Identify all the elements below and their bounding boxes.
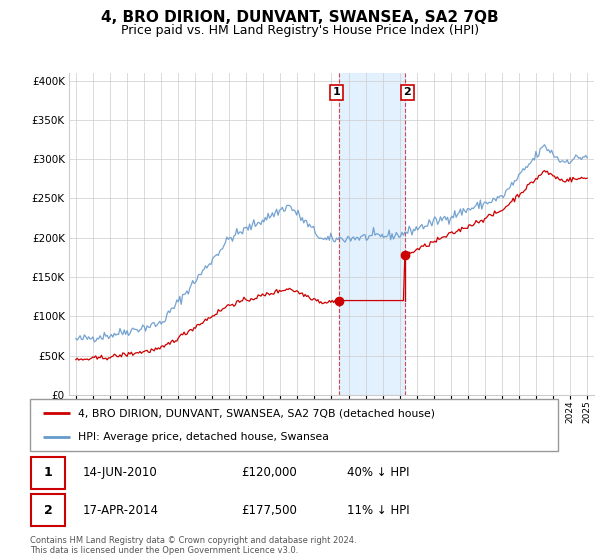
- Text: 17-APR-2014: 17-APR-2014: [83, 503, 159, 517]
- Text: Contains HM Land Registry data © Crown copyright and database right 2024.
This d: Contains HM Land Registry data © Crown c…: [30, 536, 356, 556]
- Text: 2: 2: [403, 87, 411, 97]
- FancyBboxPatch shape: [30, 399, 558, 451]
- Text: 1: 1: [44, 466, 53, 479]
- Text: £120,000: £120,000: [241, 466, 297, 479]
- Text: 40% ↓ HPI: 40% ↓ HPI: [347, 466, 409, 479]
- Text: 4, BRO DIRION, DUNVANT, SWANSEA, SA2 7QB (detached house): 4, BRO DIRION, DUNVANT, SWANSEA, SA2 7QB…: [77, 408, 434, 418]
- Text: 1: 1: [333, 87, 340, 97]
- Text: 4, BRO DIRION, DUNVANT, SWANSEA, SA2 7QB: 4, BRO DIRION, DUNVANT, SWANSEA, SA2 7QB: [101, 10, 499, 25]
- Text: Price paid vs. HM Land Registry's House Price Index (HPI): Price paid vs. HM Land Registry's House …: [121, 24, 479, 36]
- Bar: [339, 73, 404, 395]
- Text: HPI: Average price, detached house, Swansea: HPI: Average price, detached house, Swan…: [77, 432, 328, 442]
- Text: 2: 2: [44, 503, 53, 517]
- FancyBboxPatch shape: [31, 494, 65, 526]
- Text: 11% ↓ HPI: 11% ↓ HPI: [347, 503, 409, 517]
- Text: £177,500: £177,500: [241, 503, 297, 517]
- FancyBboxPatch shape: [31, 456, 65, 489]
- Text: 14-JUN-2010: 14-JUN-2010: [83, 466, 158, 479]
